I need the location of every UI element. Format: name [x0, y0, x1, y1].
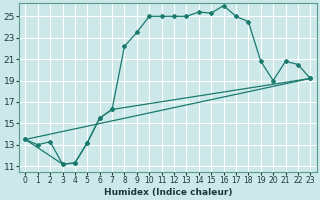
X-axis label: Humidex (Indice chaleur): Humidex (Indice chaleur) [104, 188, 232, 197]
